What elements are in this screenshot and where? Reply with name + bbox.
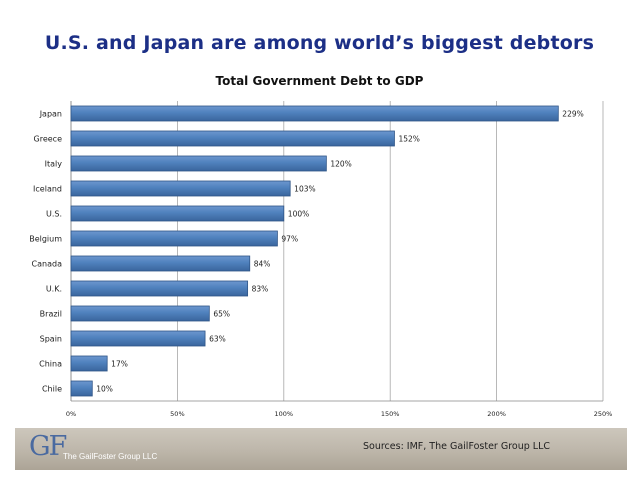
category-label: Japan — [39, 110, 62, 119]
bar-us — [70, 205, 285, 222]
value-label: 152% — [398, 135, 419, 144]
label-layer: 0% 50% 100% 150% 200% 250% Japan 229% Greece 152%… — [29, 110, 612, 419]
bar-chile — [70, 380, 93, 397]
bar-japan — [70, 105, 559, 122]
bar-iceland — [70, 180, 291, 197]
slide-title: U.S. and Japan are among world’s biggest… — [44, 32, 595, 54]
category-label: U.K. — [46, 285, 62, 294]
category-label: Iceland — [33, 185, 62, 194]
bar-greece — [70, 130, 395, 147]
bar-layer — [70, 105, 559, 397]
bar-china — [70, 355, 108, 372]
sources-note: Sources: IMF, The GailFoster Group LLC — [363, 441, 550, 452]
x-tick-label: 200% — [487, 410, 506, 418]
value-label: 120% — [330, 160, 351, 169]
category-label: Italy — [45, 160, 63, 169]
chart-title: Total Government Debt to GDP — [215, 74, 424, 88]
x-tick-label: 0% — [66, 410, 76, 418]
category-label: China — [39, 360, 62, 369]
value-label: 10% — [96, 385, 113, 394]
bar-italy — [70, 155, 327, 172]
value-label: 100% — [288, 210, 309, 219]
x-tick-label: 150% — [381, 410, 400, 418]
category-label: Canada — [32, 260, 63, 269]
grid-layer — [70, 101, 604, 402]
bar-canada — [70, 255, 251, 272]
bar-belgium — [70, 230, 278, 247]
value-label: 97% — [281, 235, 298, 244]
value-label: 103% — [294, 185, 315, 194]
value-label: 229% — [562, 110, 583, 119]
company-name: The GailFoster Group LLC — [63, 452, 158, 461]
value-label: 63% — [209, 335, 226, 344]
category-label: Brazil — [40, 310, 62, 319]
category-label: U.S. — [46, 210, 62, 219]
x-tick-label: 50% — [170, 410, 184, 418]
bar-brazil — [70, 305, 210, 322]
footer-band: GF The GailFoster Group LLC Sources: IMF… — [15, 428, 627, 470]
company-logo: GF — [29, 431, 67, 462]
value-label: 84% — [254, 260, 271, 269]
bar-uk — [70, 280, 249, 297]
bar-spain — [70, 330, 206, 347]
category-label: Belgium — [29, 235, 62, 244]
value-label: 17% — [111, 360, 128, 369]
category-label: Chile — [42, 385, 62, 394]
value-label: 83% — [252, 285, 269, 294]
category-label: Greece — [34, 135, 63, 144]
category-label: Spain — [40, 335, 62, 344]
x-tick-label: 100% — [275, 410, 294, 418]
value-label: 65% — [213, 310, 230, 319]
x-tick-label: 250% — [594, 410, 613, 418]
